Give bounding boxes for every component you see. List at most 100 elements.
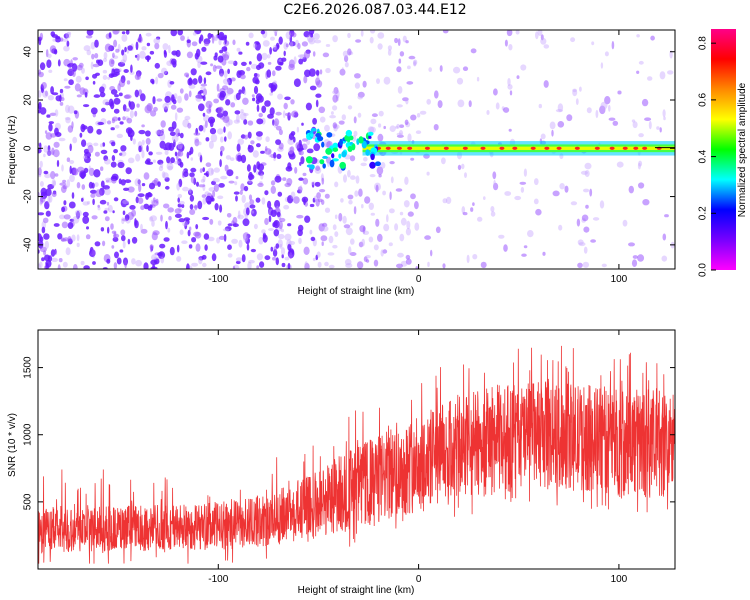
spectrogram-speckle: [389, 125, 396, 132]
spectrogram-speckle: [97, 121, 104, 126]
spectrogram-speckle: [69, 165, 72, 174]
spectrogram-speckle: [91, 215, 98, 220]
spectrogram-speckle: [124, 259, 127, 269]
spectrogram-speckle: [122, 240, 126, 249]
spectrogram-speckle: [195, 93, 202, 102]
spectrogram-speckle: [355, 175, 360, 184]
spectrogram-speckle: [470, 207, 474, 212]
spectrogram-speckle: [168, 44, 171, 54]
spectrogram-speckle: [117, 117, 121, 121]
colorbar-tick-label: 0.8: [698, 36, 709, 50]
spectrogram-speckle: [243, 119, 248, 125]
spectrogram-speckle: [216, 237, 221, 244]
spectrogram-speckle: [61, 206, 66, 213]
spectrogram-speckle: [66, 157, 71, 162]
spectrogram-speckle: [397, 38, 401, 46]
spectrogram-speckle: [283, 102, 288, 110]
spectrogram-speckle: [233, 60, 238, 66]
spectrogram-speckle: [332, 224, 337, 231]
spectrogram-speckle: [198, 75, 203, 84]
spectrogram-speckle: [177, 30, 183, 36]
snr-panel: -100 0 100 500 1000 1500 Height of straight l…: [7, 329, 676, 596]
spectrogram-speckle: [63, 45, 70, 52]
spectrogram-speckle: [543, 44, 550, 49]
spectrogram-speckle: [241, 86, 246, 94]
spectrogram-speckle: [252, 97, 256, 102]
spectrogram-speckle: [115, 48, 120, 53]
spectrogram-speckle: [64, 85, 71, 89]
spectrogram-speckle: [315, 198, 320, 207]
spectrogram-speckle: [156, 36, 161, 40]
spectrogram-speckle: [143, 262, 149, 269]
spectrogram-speckle: [264, 146, 268, 152]
spectrogram-speckle: [212, 177, 220, 183]
spectrogram-speckle: [254, 41, 260, 45]
spectrogram-speckle: [472, 254, 478, 260]
spectrogram-speckle: [183, 171, 189, 178]
spectrogram-speckle: [205, 71, 212, 76]
spectrogram-speckle: [349, 155, 356, 162]
spectrogram-speckle: [476, 76, 480, 82]
spectrogram-speckle: [656, 126, 660, 130]
spectrogram-speckle: [611, 41, 615, 50]
spectrogram-speckle: [439, 65, 443, 72]
spectrogram-speckle: [43, 153, 46, 158]
spectrogram-speckle: [86, 226, 89, 230]
spectrogram-speckle: [51, 92, 59, 96]
spectrogram-speckle: [318, 106, 326, 114]
spectrogram-speckle: [80, 260, 85, 266]
spectrogram-speckle: [129, 101, 136, 110]
spectrogram-speckle: [310, 32, 314, 38]
spectrogram-speckle: [354, 82, 360, 89]
spectrogram-speckle: [350, 175, 356, 180]
spectrogram-speckle: [193, 205, 199, 209]
spectrogram-speckle: [580, 170, 588, 175]
spectrogram-speckle: [641, 98, 649, 107]
spectrogram-speckle: [209, 127, 217, 135]
spectrogram-speckle: [504, 39, 508, 47]
spectrogram-speckle: [152, 96, 156, 105]
spectrogram-speckle: [235, 92, 241, 101]
spectrogram-speckle: [61, 164, 64, 172]
spectrogram-speckle: [248, 61, 252, 65]
spectrogram-speckle: [589, 188, 593, 197]
spectrogram-speckle: [206, 200, 212, 205]
spectrogram-speckle: [106, 201, 110, 206]
spectrogram-speckle: [445, 196, 452, 204]
spectrogram-speckle: [47, 95, 55, 101]
spectrogram-speckle: [204, 244, 208, 251]
spectrogram-speckle: [52, 38, 56, 42]
spectrogram-speckle: [490, 211, 496, 217]
spectrogram-speckle: [150, 199, 155, 205]
spectrogram-speckle: [226, 87, 234, 95]
spectrogram-speckle: [362, 230, 370, 235]
spectrogram-speckle: [273, 152, 277, 159]
spectrogram-speckle: [61, 237, 65, 242]
spectrogram-speckle: [258, 236, 264, 245]
spectrogram-speckle: [45, 49, 49, 58]
spectrogram-speckle: [174, 151, 178, 157]
spectrogram-speckle: [462, 212, 468, 216]
spectrogram-speckle: [345, 263, 353, 268]
spectrogram-speckle: [141, 46, 147, 51]
spectrogram-speckle: [152, 264, 156, 269]
spectrogram-speckle: [410, 157, 415, 161]
spectrogram-speckle: [68, 67, 74, 71]
spectrogram-speckle: [332, 35, 338, 43]
spectrogram-speckle: [72, 57, 78, 61]
spectrogram-speckle: [222, 110, 228, 117]
spectrogram-speckle: [110, 161, 117, 168]
spectrogram-speckle: [399, 124, 405, 128]
spectrogram-speckle: [270, 85, 274, 93]
spectrogram-speckle: [102, 75, 108, 80]
spectrogram-speckle: [534, 178, 539, 186]
spectrogram-speckle: [64, 116, 71, 121]
spectrogram-speckle: [159, 243, 166, 249]
spectrogram-speckle: [151, 232, 158, 241]
spectrogram-speckle: [289, 112, 295, 117]
spectrogram-speckle: [177, 203, 182, 208]
spectrogram-speckle: [243, 112, 249, 117]
spectrogram-speckle: [273, 118, 280, 127]
spectrogram-speckle: [315, 99, 319, 108]
